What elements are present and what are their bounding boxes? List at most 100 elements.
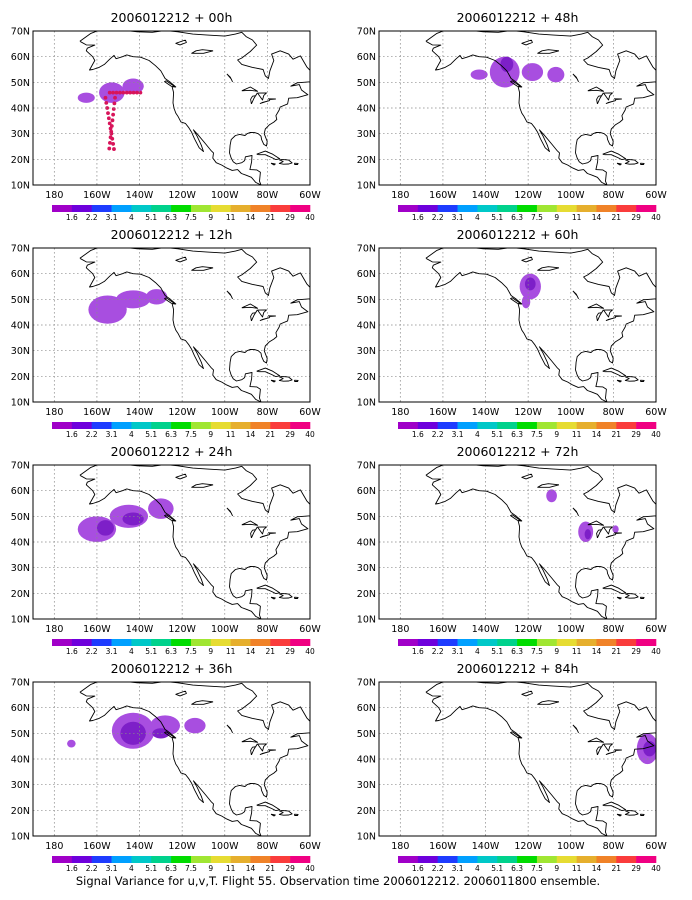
lat-tick-label: 20N [357,806,376,817]
coastline [537,483,560,488]
observation-dot [128,90,133,95]
coastline [587,737,605,743]
lat-tick-label: 50N [357,295,376,306]
lon-tick-label: 80W [603,841,625,852]
coastline [267,98,276,100]
coastline [639,813,645,816]
observation-dot [131,90,136,95]
coastline [164,80,176,88]
lon-tick-label: 120W [514,190,542,201]
observation-dot [106,116,111,121]
colorbar-swatch [190,205,212,212]
coastline [602,584,627,595]
colorbar-label: 14 [592,864,602,873]
colorbar-label: 14 [246,647,256,656]
colorbar-swatch [596,205,617,212]
coastline [605,317,617,322]
lat-tick-label: 20N [11,155,30,166]
colorbar-label: 9 [554,430,559,439]
coastline [616,162,622,166]
colorbar-label: 21 [612,864,622,873]
colorbar-swatch [71,639,92,646]
colorbar-label: 5.1 [491,647,503,656]
lat-tick-label: 40N [357,321,376,332]
lon-tick-label: 100W [211,841,239,852]
lon-tick-label: 120W [168,190,196,201]
lon-tick-label: 100W [557,624,585,635]
coastline [267,532,276,534]
colorbar-swatch [171,205,192,212]
lon-tick-label: 120W [168,407,196,418]
coastline [572,290,579,300]
coastline [257,743,267,752]
colorbar-label: 3.1 [106,213,118,222]
colorbar-label: 5.1 [145,430,157,439]
coastline [259,100,271,105]
lon-tick-label: 160W [83,841,111,852]
colorbar-label: 9 [208,647,213,656]
colorbar-label: 5.1 [145,864,157,873]
lat-tick-label: 30N [11,563,30,574]
coastline [250,309,258,322]
colorbar-label: 11 [226,647,236,656]
observation-dots [103,90,143,151]
signal-contour-outer [547,66,565,83]
colorbar-label: 2.2 [432,213,444,222]
lon-tick-label: 140W [126,624,154,635]
observation-dot [121,90,126,95]
lat-tick-label: 70N [11,27,30,38]
colorbar: 1.6 2.2 3.1 4 5.1 6.3 7.5 9 11 14 21 29 40 [52,639,315,656]
colorbar-label: 3.1 [106,864,118,873]
observation-dot [113,95,117,100]
coastline [602,367,627,378]
coastline [624,376,639,382]
lon-tick-label: 180 [45,841,63,852]
coastline [587,520,605,526]
colorbar-swatch [477,422,498,429]
colorbar-label: 2.2 [86,213,98,222]
lat-tick-label: 50N [357,78,376,89]
coastline [250,92,258,105]
colorbar-swatch [457,422,478,429]
coastline [425,31,656,185]
lat-tick-label: 50N [357,512,376,523]
coastline [293,596,299,599]
lat-tick-label: 70N [11,461,30,472]
lon-tick-label: 60W [299,624,321,635]
coastline [624,593,639,599]
map-panel: 2006012212 + 84h 10N 20N 30N 40N 50N 60N 70N 180… [357,661,668,873]
colorbar-label: 4 [129,647,134,656]
colorbar-swatch [636,422,657,429]
observation-dot [135,90,139,95]
colorbar-label: 21 [612,430,622,439]
colorbar-swatch [517,422,538,429]
signal-contour-inner [122,512,144,526]
colorbar-swatch [497,639,518,646]
colorbar-swatch [596,639,617,646]
colorbar-label: 29 [631,213,641,222]
coastlines [79,248,310,402]
coastline [613,315,622,317]
colorbar: 1.6 2.2 3.1 4 5.1 6.3 7.5 9 11 14 21 29 40 [52,205,315,222]
colorbar-label: 9 [554,647,559,656]
coastlines [79,465,310,619]
colorbar-label: 6.3 [511,213,523,222]
colorbar-label: 7.5 [185,430,197,439]
colorbar-swatch [398,205,419,212]
coastline [270,379,276,383]
colorbar-swatch [52,422,73,429]
colorbar-swatch [91,205,112,212]
coastline [510,731,522,739]
coastline [164,514,176,522]
colorbar-label: 3.1 [452,213,464,222]
coastline [510,514,522,522]
signal-variance-field [88,289,168,324]
colorbar-label: 9 [208,213,213,222]
grid-lines [33,248,310,402]
colorbar-swatch [497,856,518,863]
colorbar-label: 7.5 [531,864,543,873]
colorbar-swatch [437,856,458,863]
signal-contour-inner [96,520,114,536]
coastline [537,266,560,271]
lat-tick-label: 10N [11,832,30,843]
